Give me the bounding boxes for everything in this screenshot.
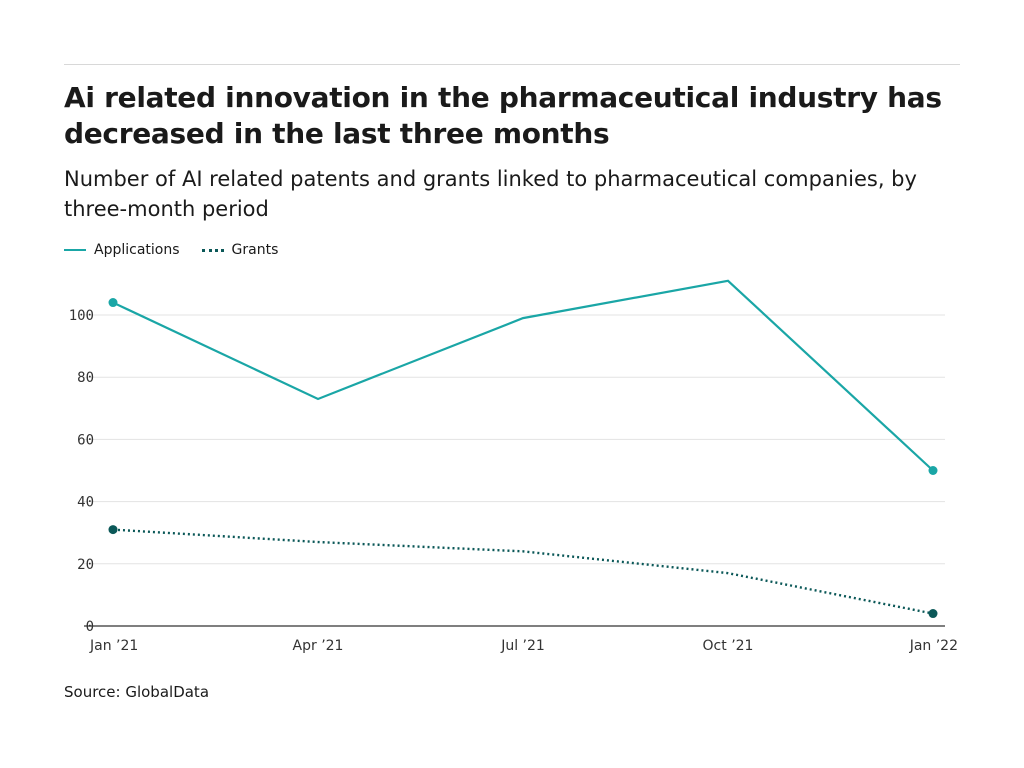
y-tick-label: 0 [86, 619, 94, 635]
data-point-applications [928, 466, 938, 475]
y-tick-label: 40 [77, 495, 94, 511]
x-tick-label: Jan ’21 [89, 638, 138, 654]
data-point-grants [928, 609, 938, 619]
legend-grants: Grants [201, 242, 279, 258]
top-rule [64, 64, 960, 65]
y-tick-label: 80 [77, 370, 94, 386]
legend-label-applications: Applications [94, 242, 180, 258]
x-tick-label: Oct ’21 [703, 638, 754, 654]
x-tick-label: Apr ’21 [293, 638, 344, 654]
y-tick-label: 60 [77, 432, 94, 448]
series-line-applications [112, 279, 934, 472]
legend-label-grants: Grants [231, 242, 279, 258]
x-tick-label: Jan ’22 [909, 638, 958, 654]
legend: Applications Grants [64, 242, 278, 258]
legend-swatch-applications [64, 249, 86, 251]
data-point-applications [108, 298, 118, 308]
series-line-grants [112, 528, 934, 615]
legend-applications: Applications [64, 242, 180, 258]
data-point-grants [108, 525, 118, 535]
y-tick-label: 20 [77, 557, 94, 573]
source-note: Source: GlobalData [64, 683, 210, 701]
chart-subtitle: Number of AI related patents and grants … [64, 167, 917, 221]
x-tick-label: Jul ’21 [500, 638, 545, 654]
legend-swatch-grants [201, 248, 224, 252]
y-tick-label: 100 [69, 308, 94, 324]
chart-title: Ai related innovation in the pharmaceuti… [64, 81, 942, 150]
